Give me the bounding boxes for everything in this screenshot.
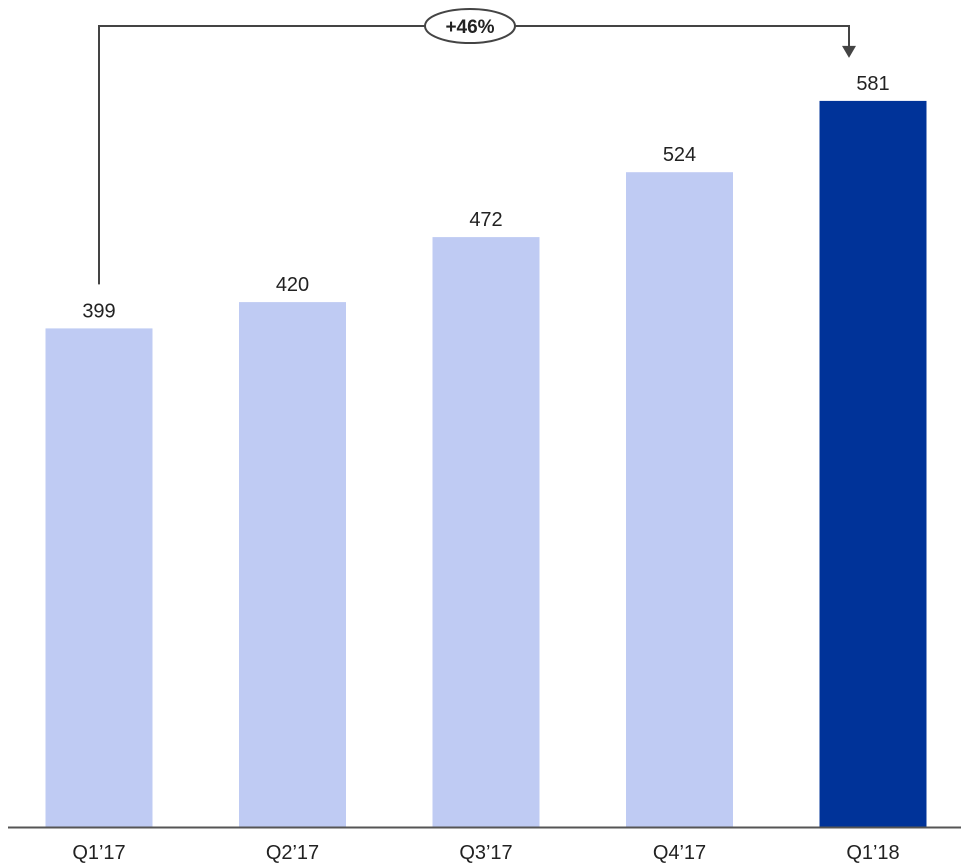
growth-percentage-label: +46% <box>445 17 494 38</box>
bar-1 <box>45 328 153 827</box>
value-label-4: 524 <box>663 144 696 166</box>
bar-2 <box>239 302 346 828</box>
growth-arrow-head <box>842 45 856 58</box>
value-label-3: 472 <box>469 209 502 231</box>
x-tick-label-4: Q4’17 <box>653 842 706 864</box>
x-tick-label-3: Q3’17 <box>459 842 512 864</box>
x-tick-label-1: Q1’17 <box>72 842 125 864</box>
x-tick-label-2: Q2’17 <box>266 842 319 864</box>
growth-annotation: +46% <box>98 8 856 285</box>
growth-badge <box>424 8 516 44</box>
value-label-1: 399 <box>82 300 115 322</box>
bars-layer <box>45 100 927 828</box>
bar-4 <box>626 172 733 827</box>
bar-3 <box>432 237 540 828</box>
x-tick-label-5: Q1’18 <box>846 842 899 864</box>
bar-5 <box>819 100 927 827</box>
x-axis: Q1’17 Q2’17 Q3’17 Q4’17 Q1’18 <box>8 826 961 864</box>
value-label-2: 420 <box>276 274 309 296</box>
value-label-5: 581 <box>856 73 889 95</box>
value-labels-layer: 399 420 472 524 581 <box>82 73 889 322</box>
